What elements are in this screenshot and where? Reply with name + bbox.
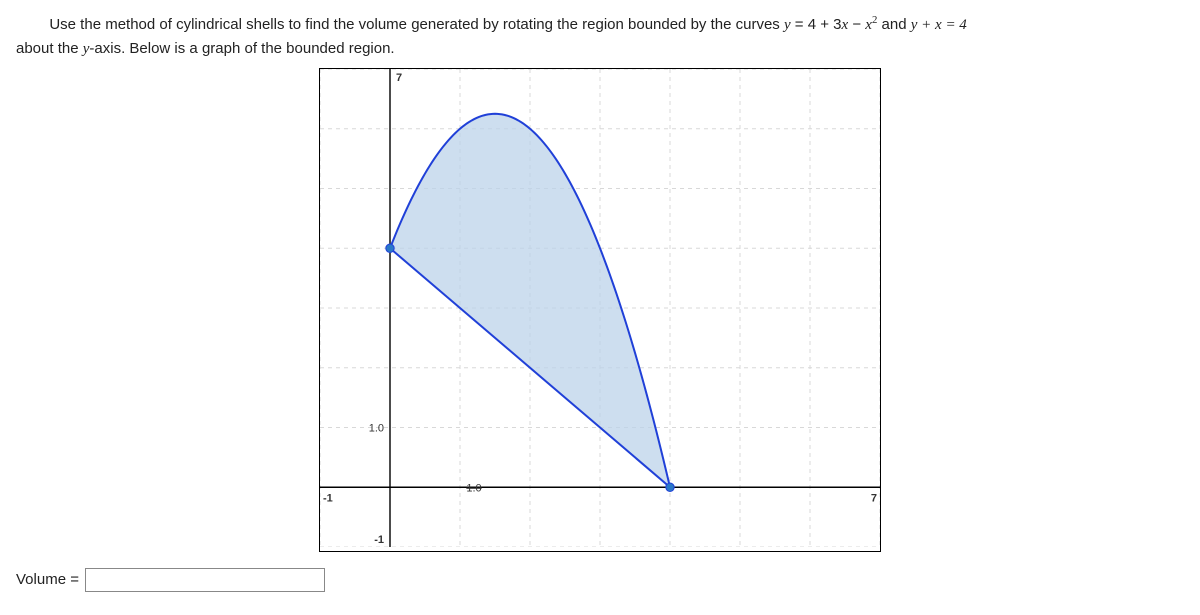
text-part: Use the method of cylindrical shells to … — [49, 16, 784, 33]
line2-a: about the — [16, 40, 83, 57]
svg-text:1.0: 1.0 — [466, 482, 481, 494]
eq1-rhs-x2: x — [865, 17, 872, 33]
answer-row: Volume = — [16, 568, 1184, 592]
volume-label: Volume = — [16, 571, 79, 588]
eq1-lhs: y — [784, 17, 791, 33]
and-text: and — [877, 16, 910, 33]
indent — [16, 16, 49, 33]
eq1-minus: − — [848, 16, 865, 33]
eq1-rhs-a: 4 + 3 — [808, 16, 842, 33]
eq2: y + x = 4 — [911, 17, 967, 33]
problem-statement: Use the method of cylindrical shells to … — [16, 12, 1184, 62]
svg-text:7: 7 — [396, 72, 402, 84]
volume-input[interactable] — [85, 568, 325, 592]
svg-text:1.0: 1.0 — [369, 422, 384, 434]
graph-box: 1.0 1.0 -1 7 -1 7 — [319, 68, 881, 552]
svg-text:-1: -1 — [374, 534, 384, 546]
region-graph: 1.0 1.0 -1 7 -1 7 — [320, 69, 880, 547]
svg-text:-1: -1 — [323, 492, 333, 504]
svg-text:7: 7 — [871, 492, 877, 504]
graph-container: 1.0 1.0 -1 7 -1 7 — [16, 68, 1184, 552]
line2-b: -axis. Below is a graph of the bounded r… — [89, 40, 394, 57]
eq1-eq: = — [791, 16, 808, 33]
